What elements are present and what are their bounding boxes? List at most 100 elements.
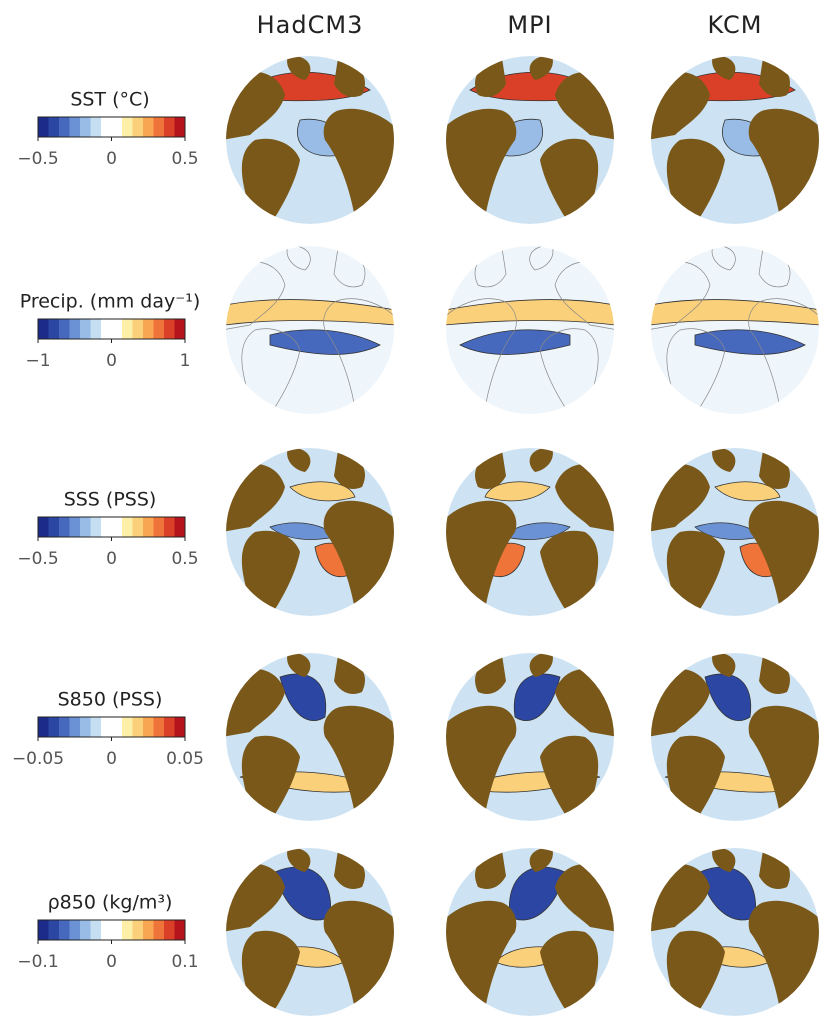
colorbar-bin <box>143 319 154 339</box>
globe-layers <box>446 848 614 1016</box>
land <box>529 848 553 872</box>
column-header: HadCM3 <box>257 11 364 39</box>
coastline <box>241 328 301 414</box>
colorbar-bin <box>164 920 175 940</box>
land <box>540 735 599 821</box>
colorbar-bin <box>111 717 123 737</box>
globe <box>651 56 819 224</box>
colorbar-bin <box>174 717 186 737</box>
colorbar-bin <box>38 717 49 737</box>
colorbar-bin <box>101 717 112 737</box>
colorbar-bin <box>111 117 123 137</box>
colorbar-bin <box>132 319 144 339</box>
land <box>712 653 736 677</box>
colorbar-bin <box>90 920 102 940</box>
colorbar-bin <box>143 920 154 940</box>
colorbar-tick-label: −0.5 <box>17 549 58 569</box>
colorbar-tick-label: 0.5 <box>171 149 198 169</box>
land <box>666 930 725 1016</box>
colorbar-bin <box>48 117 60 137</box>
colorbar-bin <box>69 717 81 737</box>
colorbar-bin <box>153 117 165 137</box>
land <box>540 138 599 224</box>
colorbar-tick-label: 0.5 <box>171 549 198 569</box>
anomaly-region <box>459 329 571 355</box>
anomaly-region <box>651 299 819 326</box>
globe <box>446 848 614 1016</box>
colorbar-tick-label: 0 <box>106 749 117 769</box>
colorbar-bin <box>164 319 175 339</box>
colorbar-bin <box>122 717 133 737</box>
colorbar-bin <box>80 517 91 537</box>
colorbar-tick-label: 0 <box>106 351 117 371</box>
colorbar-bin <box>122 319 133 339</box>
colorbar-bin <box>80 717 91 737</box>
column-header: KCM <box>708 11 763 39</box>
colorbar-bin <box>132 717 144 737</box>
globe-layers <box>226 246 394 414</box>
land <box>712 56 736 80</box>
colorbar-bin <box>143 117 154 137</box>
globe-layers <box>226 56 394 224</box>
colorbar-bin <box>90 117 102 137</box>
colorbar-tick-label: 0.1 <box>171 952 198 972</box>
globe <box>446 56 614 224</box>
colorbar-bin <box>111 319 123 339</box>
land <box>540 530 599 616</box>
colorbar-bin <box>38 517 49 537</box>
colorbar-bin <box>59 717 70 737</box>
colorbar-bin <box>80 319 91 339</box>
anomaly-region <box>484 481 551 502</box>
colorbar-tick-label: −1 <box>25 351 50 371</box>
colorbar-bin <box>132 920 144 940</box>
anomaly-region <box>289 481 356 502</box>
land <box>287 56 311 80</box>
colorbar-bin <box>153 920 165 940</box>
colorbar-tick-label: 0.05 <box>166 749 204 769</box>
land <box>241 530 300 616</box>
colorbar-bin <box>122 920 133 940</box>
land <box>540 930 599 1016</box>
colorbar-bin <box>111 920 123 940</box>
colorbar-bin <box>153 717 165 737</box>
anomaly-region <box>269 329 381 355</box>
land <box>287 848 311 872</box>
colorbar-bin <box>59 517 70 537</box>
globe <box>651 246 819 414</box>
land <box>241 930 300 1016</box>
row-label: SSS (PSS) <box>64 489 157 511</box>
colorbar-bin <box>101 920 112 940</box>
globe <box>446 448 614 616</box>
land <box>666 138 725 224</box>
land <box>712 848 736 872</box>
colorbar-bin <box>90 717 102 737</box>
colorbar-bin <box>153 319 165 339</box>
colorbar-bin <box>164 117 175 137</box>
land <box>666 735 725 821</box>
globe <box>446 246 614 414</box>
globe <box>651 448 819 616</box>
globe <box>651 848 819 1016</box>
land <box>241 735 300 821</box>
colorbar-bin <box>174 117 186 137</box>
colorbar-tick-label: 1 <box>180 351 191 371</box>
colorbar-bin <box>143 517 154 537</box>
colorbar-bin <box>164 517 175 537</box>
colorbar-bin <box>69 517 81 537</box>
land <box>287 448 311 472</box>
colorbar-bin <box>122 517 133 537</box>
colorbar-bin <box>174 517 186 537</box>
colorbar-bin <box>59 319 70 339</box>
colorbar-bin <box>59 920 70 940</box>
colorbar-tick-label: −0.5 <box>17 149 58 169</box>
globe-layers <box>446 246 614 414</box>
land <box>287 653 311 677</box>
colorbar-bin <box>90 319 102 339</box>
anomaly-region <box>714 481 781 502</box>
colorbar-bin <box>132 517 144 537</box>
land <box>666 530 725 616</box>
colorbar-bin <box>48 717 60 737</box>
coastline <box>539 328 599 414</box>
colorbar-bin <box>59 117 70 137</box>
